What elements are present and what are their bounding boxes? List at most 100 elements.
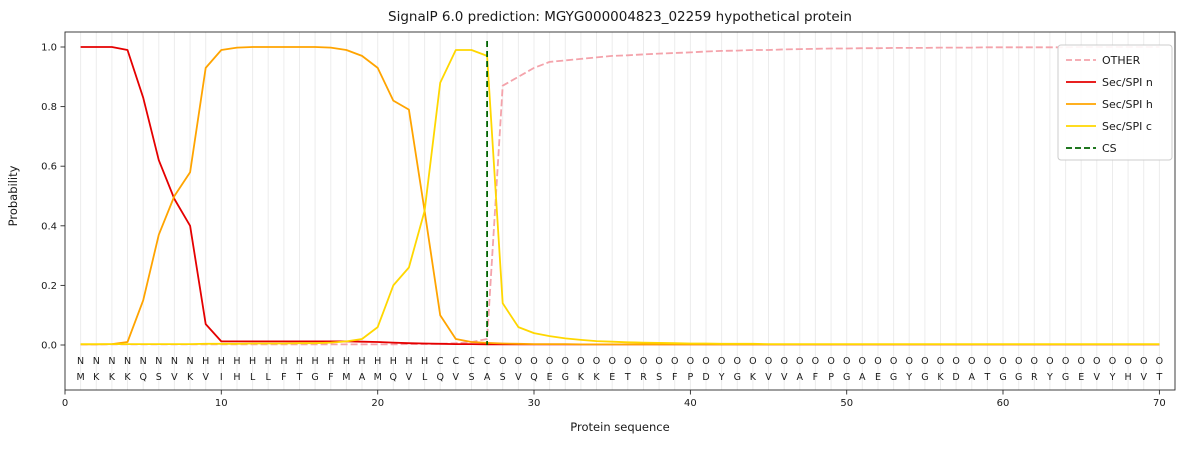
- residue-letter: A: [859, 372, 866, 383]
- region-letter: H: [312, 356, 319, 367]
- region-letter: O: [1109, 356, 1116, 367]
- region-letter: H: [249, 356, 256, 367]
- residue-letter: S: [468, 372, 474, 383]
- y-tick-label: 0.6: [41, 162, 57, 173]
- residue-letter: F: [328, 372, 333, 383]
- residue-letter: L: [250, 372, 256, 383]
- region-letter: H: [358, 356, 365, 367]
- residue-letter: V: [1140, 372, 1147, 383]
- region-letter: O: [655, 356, 662, 367]
- region-letter: O: [1093, 356, 1100, 367]
- region-letter: N: [93, 356, 100, 367]
- region-letter: O: [702, 356, 709, 367]
- residue-letter: G: [562, 372, 569, 383]
- region-letter: N: [140, 356, 147, 367]
- y-tick-label: 0.4: [41, 221, 57, 232]
- region-letter: O: [874, 356, 881, 367]
- region-letter: O: [624, 356, 631, 367]
- residue-letter: G: [311, 372, 318, 383]
- region-letter: O: [499, 356, 506, 367]
- residue-letter: G: [1062, 372, 1069, 383]
- residue-letter: H: [1125, 372, 1132, 383]
- region-letter: O: [937, 356, 944, 367]
- region-letter: O: [1046, 356, 1053, 367]
- region-letter: N: [108, 356, 115, 367]
- region-letter: O: [952, 356, 959, 367]
- residue-letter: A: [484, 372, 491, 383]
- residue-letter: H: [233, 372, 240, 383]
- gridlines: [80, 32, 1160, 390]
- y-tick-label: 0.0: [41, 341, 57, 352]
- residue-letter: S: [656, 372, 662, 383]
- residue-letter: P: [688, 372, 694, 383]
- region-letter: H: [265, 356, 272, 367]
- residue-letter: F: [813, 372, 818, 383]
- region-letter: O: [1156, 356, 1163, 367]
- legend-label-sec-spi-n: Sec/SPI n: [1102, 76, 1153, 89]
- region-letter: O: [1031, 356, 1038, 367]
- x-tick-label: 60: [997, 398, 1010, 409]
- region-letter: O: [968, 356, 975, 367]
- legend-label-other: OTHER: [1102, 54, 1141, 67]
- region-letter: N: [171, 356, 178, 367]
- region-letter: O: [718, 356, 725, 367]
- region-letter: O: [515, 356, 522, 367]
- region-letter: C: [452, 356, 459, 367]
- residue-letter: K: [593, 372, 600, 383]
- y-tick-label: 0.2: [41, 281, 57, 292]
- region-letter: C: [468, 356, 475, 367]
- x-tick-label: 30: [528, 398, 541, 409]
- residue-letter: Q: [139, 372, 146, 383]
- region-letter: O: [749, 356, 756, 367]
- region-letter: N: [155, 356, 162, 367]
- series-line-other: [80, 46, 1160, 346]
- residue-letter: L: [422, 372, 428, 383]
- x-tick-label: 20: [371, 398, 384, 409]
- region-letter: O: [1015, 356, 1022, 367]
- region-letter: H: [327, 356, 334, 367]
- residue-letter: V: [406, 372, 413, 383]
- residue-letter: A: [797, 372, 804, 383]
- plot-border: [64, 31, 1176, 391]
- region-letter: N: [187, 356, 194, 367]
- residue-letter: V: [515, 372, 522, 383]
- region-letter: H: [218, 356, 225, 367]
- residue-letter: K: [578, 372, 585, 383]
- legend-label-sec-spi-h: Sec/SPI h: [1102, 98, 1153, 111]
- x-tick-label: 40: [684, 398, 697, 409]
- region-letter: C: [484, 356, 491, 367]
- series-lines: [80, 41, 1160, 346]
- x-tick-label: 10: [215, 398, 228, 409]
- residue-letter: V: [202, 372, 209, 383]
- region-letter: O: [640, 356, 647, 367]
- region-letter: H: [405, 356, 412, 367]
- region-letter: N: [77, 356, 84, 367]
- region-letter: O: [608, 356, 615, 367]
- region-letter: O: [671, 356, 678, 367]
- residue-letter: Y: [905, 372, 912, 383]
- residue-letter: K: [750, 372, 757, 383]
- region-letter: O: [827, 356, 834, 367]
- residue-letter: A: [359, 372, 366, 383]
- residue-letter: T: [624, 372, 631, 383]
- residue-letter: K: [124, 372, 131, 383]
- y-axis-label: Probability: [6, 165, 20, 226]
- residue-letter: F: [281, 372, 286, 383]
- residue-letter: F: [672, 372, 677, 383]
- residue-letter: G: [999, 372, 1006, 383]
- x-tick-label: 0: [62, 398, 68, 409]
- legend-box: [1057, 44, 1173, 161]
- residue-letter: G: [1015, 372, 1022, 383]
- region-letter: O: [984, 356, 991, 367]
- x-axis-label: Protein sequence: [570, 420, 669, 434]
- residue-letter: V: [171, 372, 178, 383]
- residue-letter: S: [500, 372, 506, 383]
- region-letter: O: [921, 356, 928, 367]
- region-letter: H: [390, 356, 397, 367]
- residue-letter: E: [547, 372, 553, 383]
- x-tick-label: 50: [840, 398, 853, 409]
- residue-letter: G: [890, 372, 897, 383]
- residue-letter: E: [1078, 372, 1084, 383]
- residue-letter: G: [843, 372, 850, 383]
